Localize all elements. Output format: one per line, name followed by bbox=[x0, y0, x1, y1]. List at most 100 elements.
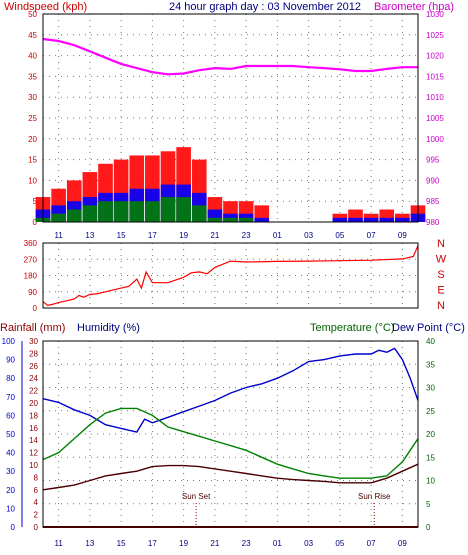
temp-y-tick-label: 20 bbox=[426, 430, 435, 439]
humidity-y-tick-label: 20 bbox=[6, 486, 15, 495]
temp-x-tick-label: 11 bbox=[54, 539, 63, 548]
temperature-axis-title: Temperature (°C) bbox=[310, 322, 394, 334]
dir-y-tick-label: 0 bbox=[33, 304, 38, 313]
wind-bar-wind_green bbox=[51, 213, 66, 222]
baro-y-tick-label: 1015 bbox=[426, 72, 444, 81]
wind-bar-wind_blue bbox=[348, 217, 363, 222]
wind-x-tick-label: 01 bbox=[273, 231, 282, 240]
temp-x-tick-label: 15 bbox=[117, 539, 126, 548]
baro-y-tick-label: 1005 bbox=[426, 114, 444, 123]
humidity-y-tick-label: 60 bbox=[6, 411, 15, 420]
wind-x-tick-label: 13 bbox=[85, 231, 94, 240]
baro-y-tick-label: 980 bbox=[426, 218, 440, 227]
temp-y-tick-label: 25 bbox=[426, 407, 435, 416]
baro-y-tick-label: 1000 bbox=[426, 135, 444, 144]
temp-y-tick-label: 5 bbox=[426, 500, 431, 509]
wind-y-tick-label: 40 bbox=[28, 52, 37, 61]
temp-y-tick-label: 35 bbox=[426, 360, 435, 369]
temp-y-tick-label: 40 bbox=[426, 337, 435, 346]
humidity-y-tick-label: 70 bbox=[6, 393, 15, 402]
wind-x-tick-label: 17 bbox=[148, 231, 157, 240]
wind-bar-wind_green bbox=[66, 209, 82, 222]
wind-bar-wind_green bbox=[176, 197, 191, 222]
temp-x-tick-label: 03 bbox=[304, 539, 313, 548]
wind-bar-wind_green bbox=[223, 217, 238, 222]
temp-y-tick-label: 0 bbox=[426, 523, 431, 532]
wind-bar-wind_blue bbox=[332, 217, 348, 222]
rain-y-tick-label: 30 bbox=[29, 337, 38, 346]
rain-y-tick-label: 28 bbox=[29, 349, 38, 358]
compass-label: N bbox=[437, 238, 445, 250]
rain-y-tick-label: 16 bbox=[29, 424, 38, 433]
wind-y-tick-label: 50 bbox=[28, 10, 37, 19]
dewpoint-axis-title: Dew Point (°C) bbox=[392, 322, 465, 334]
wind-x-tick-label: 21 bbox=[210, 231, 219, 240]
temp-x-tick-label: 09 bbox=[398, 539, 407, 548]
rain-y-tick-label: 12 bbox=[29, 449, 38, 458]
rain-y-tick-label: 0 bbox=[34, 523, 39, 532]
wind-bar-wind_blue bbox=[379, 217, 395, 222]
wind-bar-wind_blue bbox=[254, 217, 270, 222]
wind-x-tick-label: 05 bbox=[335, 231, 344, 240]
wind-bar-wind_green bbox=[160, 197, 176, 222]
compass-label: E bbox=[437, 285, 444, 297]
baro-y-tick-label: 1020 bbox=[426, 52, 444, 61]
wind-x-tick-label: 23 bbox=[242, 231, 251, 240]
baro-y-tick-label: 1025 bbox=[426, 31, 444, 40]
humidity-y-tick-label: 40 bbox=[6, 449, 15, 458]
compass-label: N bbox=[437, 300, 445, 312]
humidity-axis-title: Humidity (%) bbox=[77, 322, 140, 334]
temp-x-tick-label: 21 bbox=[210, 539, 219, 548]
sun-marker-label: Sun Rise bbox=[358, 492, 391, 501]
dir-frame bbox=[42, 242, 419, 309]
temp-x-tick-label: 07 bbox=[367, 539, 376, 548]
humidity-y-tick-label: 0 bbox=[11, 523, 16, 532]
humidity-y-tick-label: 30 bbox=[6, 467, 15, 476]
wind-y-tick-label: 5 bbox=[33, 197, 38, 206]
baro-y-tick-label: 1030 bbox=[426, 10, 444, 19]
wind-y-tick-label: 35 bbox=[28, 72, 37, 81]
wind-x-tick-label: 03 bbox=[304, 231, 313, 240]
rainfall-axis-title: Rainfall (mm) bbox=[0, 322, 65, 334]
temp-x-tick-label: 01 bbox=[273, 539, 282, 548]
compass-label: W bbox=[436, 254, 447, 266]
wind-y-tick-label: 45 bbox=[28, 31, 37, 40]
temp-y-tick-label: 30 bbox=[426, 384, 435, 393]
rain-y-tick-label: 26 bbox=[29, 362, 38, 371]
chart-title: 24 hour graph day : 03 November 2012 bbox=[169, 1, 361, 13]
wind-bar-wind_green bbox=[191, 205, 207, 222]
humidity-y-tick-label: 10 bbox=[6, 504, 15, 513]
wind-bar-wind_green bbox=[98, 201, 113, 222]
baro-y-tick-label: 990 bbox=[426, 176, 440, 185]
dir-y-tick-label: 360 bbox=[24, 239, 38, 248]
rain-y-tick-label: 6 bbox=[34, 486, 39, 495]
wind-bar-wind_green bbox=[129, 201, 145, 222]
wind-bar-wind_green bbox=[238, 217, 254, 222]
wind-bar-wind_green bbox=[82, 205, 98, 222]
wind-x-tick-label: 15 bbox=[117, 231, 126, 240]
wind-x-tick-label: 11 bbox=[54, 231, 63, 240]
wind-y-tick-label: 10 bbox=[28, 176, 37, 185]
baro-y-tick-label: 985 bbox=[426, 197, 440, 206]
wind-x-tick-label: 07 bbox=[367, 231, 376, 240]
humidity-y-tick-label: 50 bbox=[6, 430, 15, 439]
wind-x-tick-label: 19 bbox=[179, 231, 188, 240]
rain-y-tick-label: 10 bbox=[29, 461, 38, 470]
temp-x-tick-label: 17 bbox=[148, 539, 157, 548]
wind-bar-wind_green bbox=[145, 201, 160, 222]
temp-x-tick-label: 23 bbox=[242, 539, 251, 548]
wind-direction-line bbox=[42, 245, 419, 306]
wind-x-tick-label: 09 bbox=[398, 231, 407, 240]
wind-y-tick-label: 25 bbox=[28, 114, 37, 123]
wind-y-tick-label: 15 bbox=[28, 156, 37, 165]
wind-bar-wind_green bbox=[207, 217, 223, 222]
temperature-humidity-panel: 0102030405060708090100024681012141618202… bbox=[2, 337, 436, 548]
rain-y-tick-label: 20 bbox=[29, 399, 38, 408]
baro-y-tick-label: 1010 bbox=[426, 93, 444, 102]
temp-frame bbox=[42, 340, 419, 528]
rain-y-tick-label: 18 bbox=[29, 411, 38, 420]
wind-bar-wind_blue bbox=[395, 217, 410, 222]
